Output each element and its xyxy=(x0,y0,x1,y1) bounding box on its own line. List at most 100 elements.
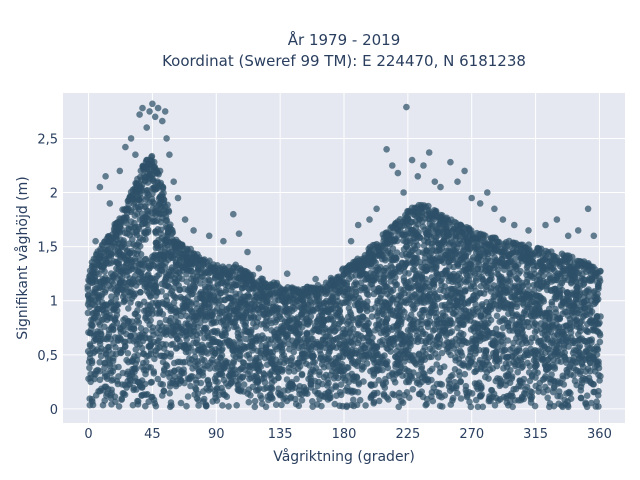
scatter-point xyxy=(487,316,495,324)
scatter-point xyxy=(142,236,149,243)
scatter-point xyxy=(449,371,456,379)
scatter-point xyxy=(101,397,108,404)
scatter-point xyxy=(256,361,264,369)
scatter-point xyxy=(187,344,194,352)
scatter-point xyxy=(120,298,128,306)
scatter-point xyxy=(118,396,125,404)
scatter-point xyxy=(214,378,221,386)
scatter-point xyxy=(237,352,244,359)
scatter-point xyxy=(138,184,145,192)
scatter-point xyxy=(115,301,122,308)
scatter-point xyxy=(283,333,291,340)
scatter-point xyxy=(224,325,232,332)
scatter-point xyxy=(149,327,156,335)
scatter-point xyxy=(440,363,448,371)
scatter-point xyxy=(255,385,263,392)
scatter-point xyxy=(142,327,150,334)
scatter-point xyxy=(86,364,93,372)
scatter-point xyxy=(275,374,282,382)
scatter-point xyxy=(160,387,168,395)
scatter-point xyxy=(120,237,127,244)
scatter-point xyxy=(159,311,167,318)
scatter-point xyxy=(141,380,149,388)
scatter-point xyxy=(134,398,142,405)
scatter-point xyxy=(167,399,175,406)
scatter-point xyxy=(112,398,119,406)
scatter-point xyxy=(375,397,383,405)
scatter-point xyxy=(96,367,104,375)
scatter-point xyxy=(278,344,286,351)
scatter-point xyxy=(188,307,195,315)
scatter-point xyxy=(162,264,169,271)
scatter-point xyxy=(485,375,492,382)
scatter-point xyxy=(149,307,156,314)
scatter-point xyxy=(429,397,437,405)
scatter-point xyxy=(233,402,240,409)
scatter-point xyxy=(132,346,140,353)
scatter-point xyxy=(184,393,192,400)
scatter-point xyxy=(363,360,371,367)
scatter-point xyxy=(225,403,232,410)
scatter-point xyxy=(202,402,210,410)
scatter-point xyxy=(159,183,166,191)
scatter-point xyxy=(454,389,461,397)
scatter-point xyxy=(101,268,108,275)
scatter-point xyxy=(393,237,401,245)
scatter-point xyxy=(138,344,146,352)
scatter-point xyxy=(154,375,162,383)
scatter-point xyxy=(176,338,183,346)
scatter-point xyxy=(447,401,455,408)
scatter-point xyxy=(121,391,129,399)
scatter-point xyxy=(269,395,276,402)
scatter-point xyxy=(134,313,142,321)
scatter-point xyxy=(382,379,390,386)
scatter-point xyxy=(181,379,188,387)
scatter-point xyxy=(142,402,149,410)
scatter-point xyxy=(391,379,399,386)
scatter-point xyxy=(298,397,306,404)
scatter-point xyxy=(268,384,275,392)
scatter-point xyxy=(112,344,119,351)
scatter-point xyxy=(134,352,142,359)
chart-title-line-1: År 1979 - 2019 xyxy=(288,30,401,49)
scatter-point xyxy=(293,375,300,383)
scatter-point xyxy=(272,401,280,409)
scatter-point xyxy=(488,275,495,283)
scatter-point xyxy=(159,381,167,388)
scatter-point xyxy=(164,201,171,209)
scatter-point xyxy=(98,330,105,338)
scatter-point xyxy=(295,402,303,410)
scatter-point xyxy=(392,254,400,262)
scatter-point xyxy=(518,364,525,372)
scatter-point xyxy=(325,379,332,387)
scatter-point xyxy=(112,295,120,303)
scatter-point xyxy=(157,218,165,226)
scatter-point xyxy=(113,307,121,314)
scatter-point xyxy=(399,399,407,407)
scatter-point xyxy=(261,379,269,386)
scatter-point xyxy=(108,251,115,258)
scatter-point xyxy=(96,359,103,366)
scatter-point xyxy=(504,337,512,344)
scatter-point xyxy=(381,254,389,262)
scatter-point xyxy=(110,326,117,334)
scatter-point xyxy=(188,300,195,308)
scatter-point xyxy=(246,355,254,362)
scatter-point xyxy=(240,381,248,388)
scatter-point xyxy=(194,390,202,398)
scatter-point xyxy=(200,356,208,364)
scatter-point xyxy=(129,236,136,243)
scatter-point xyxy=(108,386,115,394)
scatter-point xyxy=(249,271,257,279)
scatter-point xyxy=(251,397,259,405)
scatter-point xyxy=(197,280,204,287)
scatter-point xyxy=(165,207,172,214)
scatter-point xyxy=(167,226,175,233)
scatter-point xyxy=(520,375,528,383)
scatter-point xyxy=(458,352,466,359)
scatter-point xyxy=(365,328,373,335)
scatter-point xyxy=(89,401,97,409)
scatter-point xyxy=(478,384,485,392)
scatter-point xyxy=(428,376,435,384)
